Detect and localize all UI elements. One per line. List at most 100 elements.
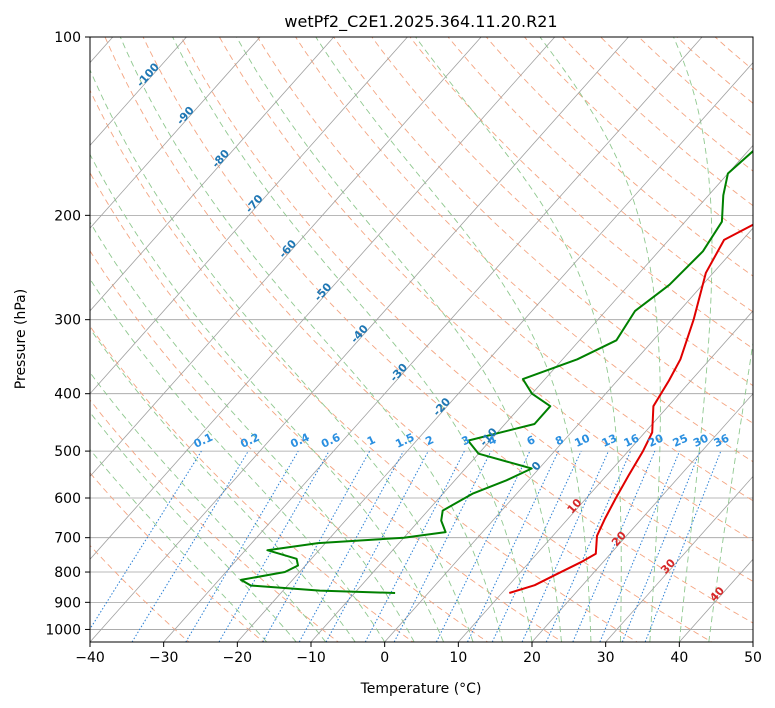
dry-adiabat — [600, 37, 753, 172]
mixing-ratio-line — [467, 450, 559, 642]
dry-adiabat-label: 10 — [565, 496, 585, 516]
y-tick-label: 800 — [54, 565, 81, 581]
isotherm — [458, 310, 753, 642]
isotherm — [163, 37, 703, 642]
mixing-ratio-line — [621, 450, 701, 642]
mixing-ratio-line — [644, 450, 722, 642]
isotherm-label: -30 — [387, 361, 410, 385]
mixing-ratio-label: 0.4 — [288, 431, 311, 451]
x-axis-label: Temperature (°C) — [360, 681, 482, 697]
mixing-ratio-line — [131, 450, 249, 642]
isotherm-label: -100 — [134, 60, 162, 89]
x-tick-label: 0 — [380, 650, 389, 666]
mixing-ratio-line — [185, 450, 299, 642]
dry-adiabat — [295, 37, 753, 463]
isotherm — [90, 37, 629, 642]
x-tick-label: −30 — [149, 650, 179, 666]
x-tick-label: −40 — [75, 650, 105, 666]
dry-adiabat — [447, 37, 753, 313]
mixing-ratio-label: 36 — [712, 431, 732, 449]
mixing-ratio-label: 25 — [671, 432, 690, 450]
isotherm — [384, 227, 753, 642]
x-tick-label: 50 — [744, 650, 762, 666]
isotherm-label: -80 — [209, 147, 232, 171]
dry-adiabat — [714, 37, 753, 71]
mixing-ratio-label: 20 — [646, 431, 666, 449]
mixing-ratio-label: 0.2 — [238, 431, 261, 451]
mixing-ratio-label: 30 — [691, 431, 711, 449]
temperature-profile-line — [509, 223, 753, 594]
y-tick-label: 400 — [54, 387, 81, 403]
isotherm — [752, 641, 753, 642]
dry-adiabat — [90, 89, 638, 642]
moist-adiabat — [90, 68, 474, 642]
plot-frame — [89, 36, 754, 643]
isotherm — [90, 37, 187, 146]
x-tick-label: 10 — [449, 650, 467, 666]
moist-adiabat — [90, 327, 356, 642]
moist-adiabat — [315, 37, 592, 642]
isotherm — [90, 37, 556, 560]
moist-adiabat — [673, 37, 713, 642]
y-tick-label: 700 — [54, 531, 81, 547]
mixing-ratio-line — [218, 450, 330, 642]
mixing-ratio-label: 0.1 — [192, 431, 215, 451]
y-tick-label: 100 — [54, 30, 81, 46]
dry-adiabat — [90, 544, 190, 642]
mixing-ratio-label: 1 — [365, 433, 377, 448]
x-tick-label: 20 — [523, 650, 541, 666]
isotherm — [605, 475, 753, 642]
mixing-ratio-line — [599, 450, 680, 642]
dry-adiabat — [104, 37, 713, 642]
mixing-ratio-label: 1.5 — [393, 431, 416, 451]
mixing-ratio-line — [393, 450, 492, 642]
isotherm-label: -40 — [348, 322, 371, 346]
dry-adiabat — [90, 171, 564, 642]
mixing-ratio-label: 16 — [622, 431, 642, 449]
y-tick-label: 500 — [54, 444, 81, 460]
dry-adiabat — [90, 250, 489, 642]
y-tick-label: 300 — [54, 313, 81, 329]
dry-adiabat — [561, 37, 753, 207]
mixing-ratio-line — [90, 450, 202, 630]
isotherm-label: 0 — [529, 459, 544, 474]
y-tick-label: 600 — [54, 491, 81, 507]
mixing-ratio-label: 2 — [423, 433, 435, 448]
x-tick-label: 30 — [597, 650, 615, 666]
dry-adiabat — [256, 37, 753, 502]
mixing-ratio-line — [364, 450, 465, 642]
dry-adiabat — [90, 325, 414, 642]
moist-adiabat — [90, 411, 297, 642]
moist-adiabat — [708, 339, 753, 642]
moist-adiabat — [90, 448, 268, 642]
isotherm — [90, 37, 335, 312]
moist-adiabat — [236, 37, 562, 642]
isotherm — [310, 144, 753, 642]
isotherm — [90, 37, 261, 229]
isotherm-label: -60 — [276, 237, 299, 261]
moist-adiabat — [90, 221, 415, 642]
y-tick-label: 1000 — [45, 622, 81, 638]
dewpoint-profile-line — [240, 149, 753, 594]
dry-adiabat — [90, 399, 339, 642]
mixing-ratio-label: 13 — [600, 432, 619, 450]
dry-adiabat — [218, 37, 753, 542]
moist-adiabat — [90, 153, 445, 642]
isotherm-label: -50 — [312, 280, 335, 304]
y-tick-label: 200 — [54, 208, 81, 224]
isotherm — [90, 37, 482, 478]
dry-adiabat-label: 20 — [609, 529, 629, 549]
chart-title: wetPf2_C2E1.2025.364.11.20.R21 — [284, 12, 557, 32]
moist-adiabat — [119, 37, 503, 642]
isotherm-label: -70 — [243, 192, 266, 216]
dry-adiabat — [142, 37, 753, 624]
moist-adiabat — [415, 37, 622, 642]
dry-adiabat-label: 30 — [658, 556, 678, 576]
dry-adiabat — [333, 37, 753, 424]
mixing-ratio-line — [491, 450, 582, 642]
x-tick-label: −20 — [223, 650, 253, 666]
mixing-ratio-line — [262, 450, 371, 642]
isotherm — [237, 61, 753, 642]
isotherm-label: -90 — [174, 104, 197, 128]
